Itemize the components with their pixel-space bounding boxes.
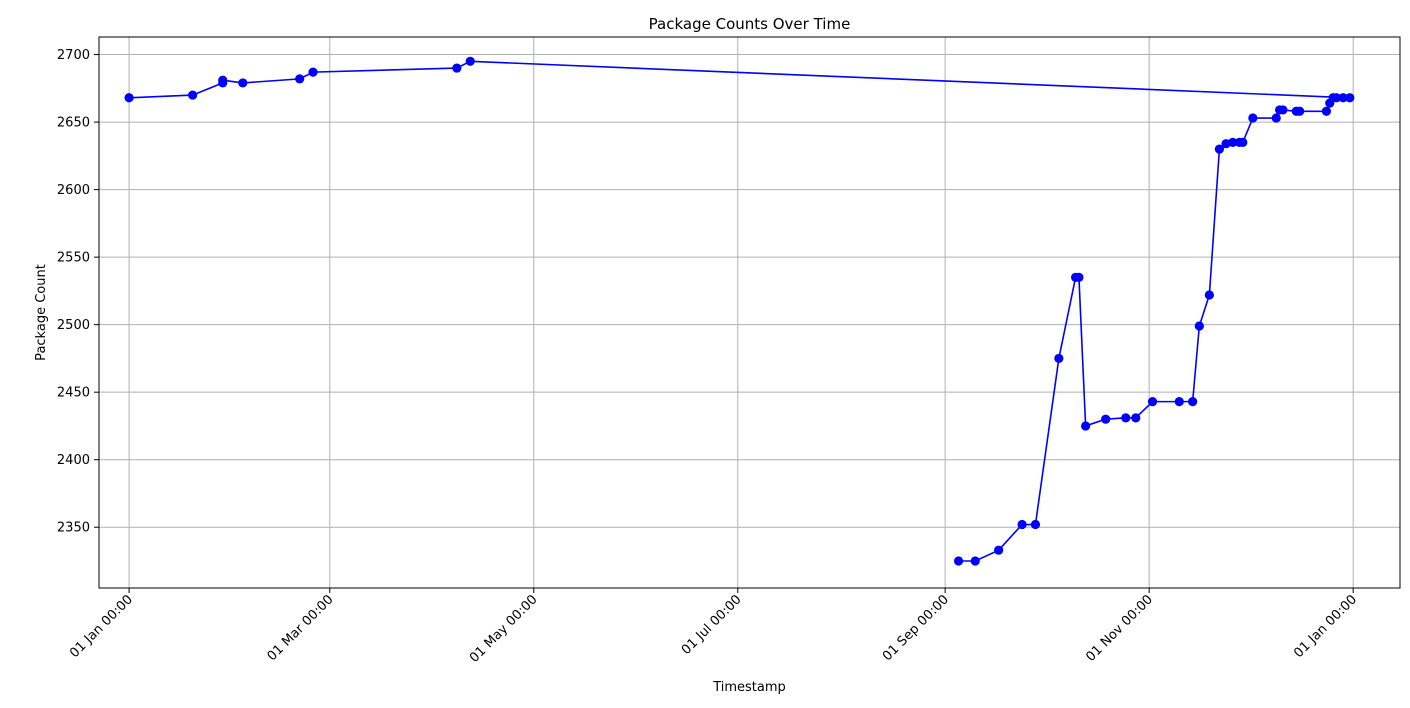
- data-point: [953, 556, 964, 566]
- data-point: [1291, 106, 1301, 116]
- series-line: [129, 60, 1350, 562]
- y-tick-label: 2400: [57, 453, 90, 468]
- data-point: [1030, 519, 1041, 530]
- x-tick-label: 01 Sep 00:00: [880, 592, 952, 664]
- data-point: [1321, 106, 1332, 116]
- plot-frame: [98, 36, 1401, 589]
- x-tick-label: 01 May 00:00: [467, 592, 541, 666]
- data-point: [1248, 113, 1258, 123]
- data-point: [1147, 397, 1158, 407]
- data-point: [1054, 353, 1064, 364]
- x-tick-label: 01 Mar 00:00: [265, 592, 337, 664]
- data-point: [295, 74, 305, 84]
- data-point: [188, 90, 198, 100]
- grid: [99, 37, 1400, 588]
- data-point: [1214, 144, 1224, 154]
- data-point: [465, 56, 475, 66]
- data-point: [1081, 421, 1091, 431]
- data-point: [1325, 98, 1335, 108]
- data-point: [238, 78, 248, 88]
- data-point: [1121, 413, 1131, 423]
- data-point: [1204, 290, 1214, 300]
- data-point: [1174, 397, 1184, 407]
- data-point: [1017, 519, 1027, 530]
- y-tick-label: 2350: [57, 521, 90, 536]
- y-tick-label: 2600: [57, 183, 90, 198]
- data-point: [218, 75, 228, 85]
- data-point: [1131, 413, 1141, 423]
- data-point: [970, 556, 980, 566]
- x-tick-label: 01 Jul 00:00: [679, 592, 745, 658]
- x-tick-label: 01 Jan 00:00: [1291, 592, 1360, 661]
- series-line-layer: [129, 60, 1350, 562]
- data-point: [1194, 321, 1204, 331]
- data-point: [994, 545, 1004, 555]
- data-point: [1271, 113, 1281, 123]
- data-point: [1221, 139, 1231, 149]
- data-point: [1070, 272, 1081, 282]
- data-point: [1234, 137, 1245, 147]
- y-tick-label: 2700: [57, 48, 90, 63]
- data-point: [1338, 93, 1348, 103]
- data-point: [1345, 93, 1355, 103]
- y-axis-label: Package Count: [34, 264, 49, 361]
- y-tick-label: 2500: [57, 318, 90, 333]
- data-point: [1188, 397, 1198, 407]
- x-axis-label: Timestamp: [712, 680, 786, 695]
- data-points: [124, 56, 1355, 566]
- y-tick-label: 2550: [57, 251, 90, 266]
- data-point: [452, 63, 462, 73]
- y-tick-label: 2450: [57, 386, 90, 401]
- data-point: [308, 67, 318, 77]
- x-tick-label: 01 Jan 00:00: [67, 592, 136, 661]
- y-tick-label: 2650: [57, 116, 90, 131]
- data-point: [1274, 105, 1285, 115]
- data-point: [1101, 414, 1111, 424]
- x-tick-label: 01 Nov 00:00: [1083, 592, 1156, 665]
- axis-ticks: 01 Jan 00:00 01 Mar 00:00 01 May 00:00 01 J…: [57, 48, 1360, 666]
- chart-title: Package Counts Over Time: [649, 15, 851, 33]
- data-point: [124, 93, 134, 103]
